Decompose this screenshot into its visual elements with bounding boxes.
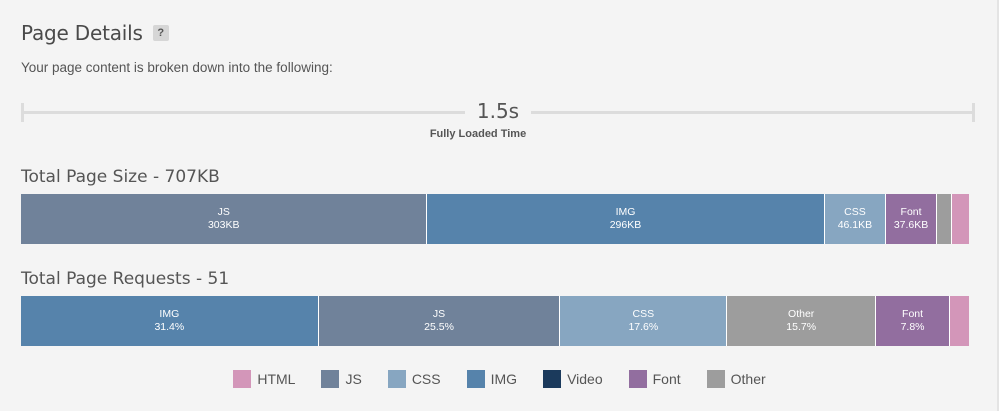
legend-swatch xyxy=(466,370,485,388)
legend-label: HTML xyxy=(257,371,296,387)
segment-label: Font xyxy=(902,308,924,320)
bar-segment-other[interactable] xyxy=(936,194,952,244)
timeline-line-right xyxy=(531,111,975,114)
legend-swatch xyxy=(628,370,647,388)
segment-value: 31.4% xyxy=(154,321,185,333)
legend-label: Font xyxy=(652,371,681,387)
legend-swatch xyxy=(321,370,340,388)
load-time-timeline: 1.5s xyxy=(21,99,975,123)
legend-label: Other xyxy=(730,371,766,387)
segment-value: 17.6% xyxy=(628,321,659,333)
segment-label: IMG xyxy=(159,308,180,320)
page-title: Page Details xyxy=(21,21,143,45)
segment-label: CSS xyxy=(632,308,655,320)
legend-label: JS xyxy=(345,371,362,387)
fully-loaded-time-value: 1.5s xyxy=(476,99,520,123)
legend-swatch xyxy=(387,370,406,388)
legend-label: IMG xyxy=(490,371,518,387)
page-size-title: Total Page Size - 707KB xyxy=(21,167,220,187)
legend-item-js[interactable]: JS xyxy=(321,370,362,388)
segment-value: 25.5% xyxy=(424,321,454,333)
legend-label: CSS xyxy=(411,371,441,387)
legend-swatch xyxy=(706,370,725,388)
bar-segment-css[interactable]: CSS 46.1KB xyxy=(824,194,887,244)
page-requests-bar: IMG 31.4% JS 25.5% CSS 17.6% Other 15.7% Font 7.8… xyxy=(21,296,969,346)
segment-value: 303KB xyxy=(207,219,240,231)
segment-label: IMG xyxy=(615,206,636,218)
bar-segment-js[interactable]: JS 25.5% xyxy=(318,296,561,346)
legend-item-img[interactable]: IMG xyxy=(466,370,518,388)
legend-item-other[interactable]: Other xyxy=(706,370,766,388)
legend: HTML JS CSS IMG Video Font Other xyxy=(0,370,999,388)
page-size-bar: JS 303KB IMG 296KB CSS 46.1KB Font 37.6KB xyxy=(21,194,969,244)
legend-item-css[interactable]: CSS xyxy=(387,370,441,388)
bar-segment-css[interactable]: CSS 17.6% xyxy=(560,296,728,346)
fully-loaded-time-label: Fully Loaded Time xyxy=(429,128,527,140)
legend-item-font[interactable]: Font xyxy=(628,370,681,388)
segment-value: 15.7% xyxy=(786,321,817,333)
bar-segment-font[interactable]: Font 37.6KB xyxy=(886,194,937,244)
segment-value: 46.1KB xyxy=(837,219,873,231)
legend-item-html[interactable]: HTML xyxy=(233,370,295,388)
timeline-end-cap xyxy=(972,103,975,122)
bar-segment-html[interactable] xyxy=(951,194,969,244)
panel-edge xyxy=(997,0,999,411)
page-title-row: Page Details ? xyxy=(21,19,169,47)
bar-segment-font[interactable]: Font 7.8% xyxy=(876,296,951,346)
segment-label: CSS xyxy=(844,206,866,218)
segment-value: 37.6KB xyxy=(893,219,929,231)
bar-segment-js[interactable]: JS 303KB xyxy=(21,194,428,244)
legend-label: Video xyxy=(567,371,603,387)
legend-swatch xyxy=(233,370,252,388)
segment-value: 7.8% xyxy=(900,321,925,333)
bar-segment-img[interactable]: IMG 296KB xyxy=(427,194,825,244)
legend-item-video[interactable]: Video xyxy=(543,370,603,388)
segment-label: JS xyxy=(432,308,446,320)
timeline-line-left xyxy=(21,111,465,114)
bar-segment-other[interactable]: Other 15.7% xyxy=(727,296,877,346)
help-icon[interactable]: ? xyxy=(152,25,169,41)
bar-segment-html[interactable] xyxy=(950,296,969,346)
bar-segment-img[interactable]: IMG 31.4% xyxy=(21,296,319,346)
segment-label: Other xyxy=(788,308,815,320)
segment-value: 296KB xyxy=(609,219,642,231)
segment-label: Font xyxy=(900,206,922,218)
page-requests-title: Total Page Requests - 51 xyxy=(21,269,230,289)
segment-label: JS xyxy=(217,206,230,218)
legend-swatch xyxy=(543,370,562,388)
page-subtitle: Your page content is broken down into th… xyxy=(21,60,333,75)
